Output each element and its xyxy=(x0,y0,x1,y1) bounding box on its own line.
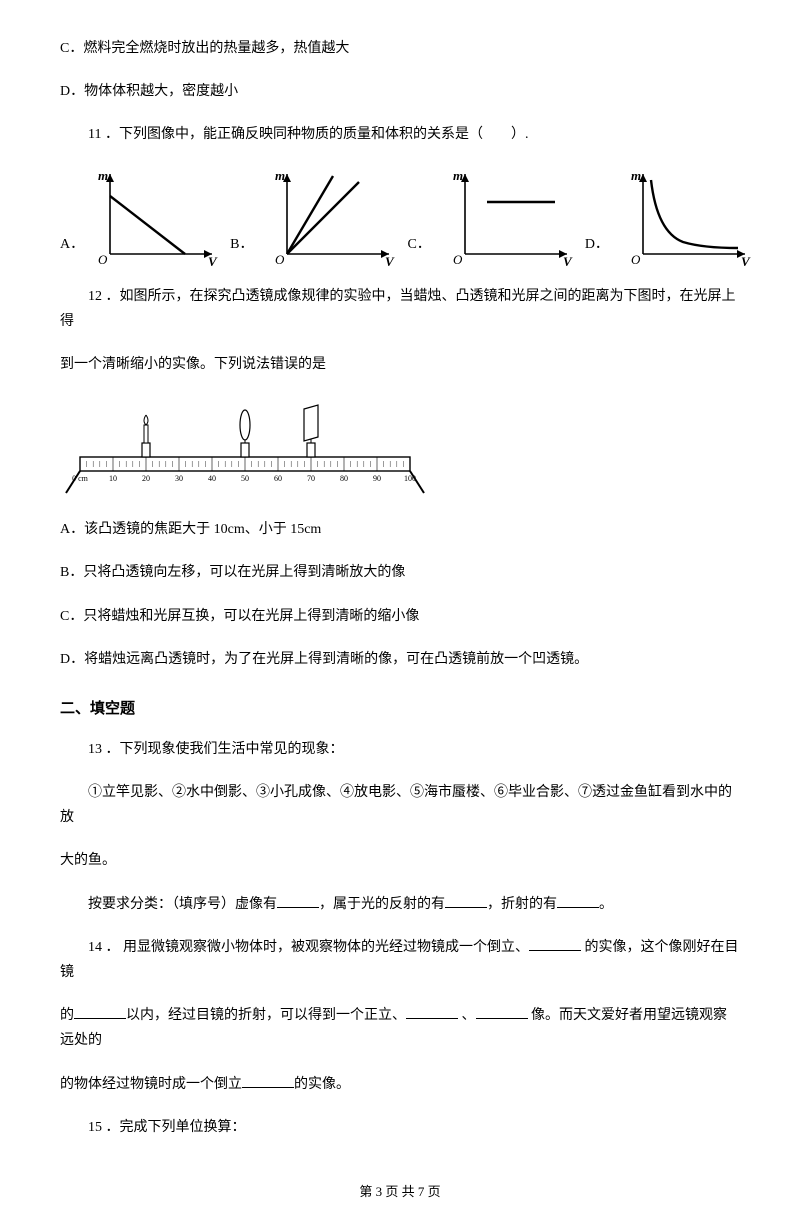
svg-text:V: V xyxy=(208,254,218,266)
q14-t7: 的物体经过物镜时成一个倒立 xyxy=(60,1077,242,1092)
svg-text:O: O xyxy=(453,252,463,266)
q11-label-a: A． xyxy=(60,232,84,257)
svg-text:O: O xyxy=(631,252,641,266)
q14-t3: 的 xyxy=(60,1008,74,1023)
q14-t5: 、 xyxy=(458,1008,476,1023)
q14-blank-1[interactable] xyxy=(529,936,581,951)
svg-text:20: 20 xyxy=(142,474,150,483)
q13-blank-3[interactable] xyxy=(557,893,599,908)
q13-l3a: 按要求分类：（填序号）虚像有 xyxy=(88,897,277,912)
q11-label-b: B． xyxy=(230,232,253,257)
section-2-title: 二、填空题 xyxy=(60,696,740,723)
q13-line2a: ①立竿见影、②水中倒影、③小孔成像、④放电影、⑤海市蜃楼、⑥毕业合影、⑦透过金鱼… xyxy=(60,780,740,830)
q14-line1: 14 ． 用显微镜观察微小物体时，被观察物体的光经过物镜成一个倒立、 的实像，这… xyxy=(60,935,740,985)
svg-text:O: O xyxy=(98,252,108,266)
svg-text:V: V xyxy=(563,254,573,266)
q12-figure: 0 cm 10 20 30 40 50 60 70 80 90 100 xyxy=(60,395,740,495)
footer-a: 第 xyxy=(359,1184,375,1199)
svg-text:80: 80 xyxy=(340,474,348,483)
svg-text:70: 70 xyxy=(307,474,315,483)
q11-graphs: A． m V O B． m V O xyxy=(60,166,740,266)
footer-c: 页 共 xyxy=(382,1184,418,1199)
q12-option-d: D．将蜡烛远离凸透镜时，为了在光屏上得到清晰的像，可在凸透镜前放一个凹透镜。 xyxy=(60,647,740,672)
q14-line3: 的物体经过物镜时成一个倒立 的实像。 xyxy=(60,1072,740,1097)
q14-blank-2[interactable] xyxy=(74,1004,126,1019)
svg-text:O: O xyxy=(275,252,285,266)
q13-l3c: ，折射的有 xyxy=(487,897,557,912)
q10-option-c: C．燃料完全燃烧时放出的热量越多，热值越大 xyxy=(60,36,740,61)
q14-blank-5[interactable] xyxy=(242,1073,294,1088)
svg-text:10: 10 xyxy=(109,474,117,483)
q11-graph-d: m V O xyxy=(623,166,753,266)
q13-line3: 按要求分类：（填序号）虚像有 ，属于光的反射的有 ，折射的有 。 xyxy=(60,892,740,917)
svg-text:m: m xyxy=(275,168,285,183)
svg-text:40: 40 xyxy=(208,474,216,483)
q12-option-b: B．只将凸透镜向左移，可以在光屏上得到清晰放大的像 xyxy=(60,560,740,585)
q13-blank-1[interactable] xyxy=(277,893,319,908)
q14-t4: 以内，经过目镜的折射，可以得到一个正立、 xyxy=(126,1008,406,1023)
svg-text:V: V xyxy=(385,254,395,266)
q12-text-l1: 12 ．如图所示，在探究凸透镜成像规律的实验中，当蜡烛、凸透镜和光屏之间的距离为… xyxy=(60,284,740,334)
svg-text:60: 60 xyxy=(274,474,282,483)
q11-graph-b: m V O xyxy=(267,166,397,266)
svg-text:90: 90 xyxy=(373,474,381,483)
q13-line2b: 大的鱼。 xyxy=(60,848,740,873)
q12-text-l2: 到一个清晰缩小的实像。下列说法错误的是 xyxy=(60,352,740,377)
page-footer: 第 3 页 共 7 页 xyxy=(60,1180,740,1203)
q14-blank-4[interactable] xyxy=(476,1004,528,1019)
footer-e: 页 xyxy=(424,1184,440,1199)
svg-text:V: V xyxy=(741,254,751,266)
q11-label-d: D． xyxy=(585,232,609,257)
svg-text:50: 50 xyxy=(241,474,249,483)
q11-text: 11 ．下列图像中，能正确反映同种物质的质量和体积的关系是（ ）. xyxy=(60,122,740,147)
q11-label-c: C． xyxy=(407,232,430,257)
q14-line2: 的以内，经过目镜的折射，可以得到一个正立、 、 像。而天文爱好者用望远镜观察远处… xyxy=(60,1003,740,1053)
q11-graph-c: m V O xyxy=(445,166,575,266)
svg-text:m: m xyxy=(631,168,641,183)
q12-option-c: C．只将蜡烛和光屏互换，可以在光屏上得到清晰的缩小像 xyxy=(60,604,740,629)
q13-text: 13 ．下列现象使我们生活中常见的现象： xyxy=(60,737,740,762)
svg-text:m: m xyxy=(453,168,463,183)
q15-text: 15 ．完成下列单位换算： xyxy=(60,1115,740,1140)
q11-graph-a: m V O xyxy=(90,166,220,266)
q13-l3d: 。 xyxy=(599,897,613,912)
q14-t8: 的实像。 xyxy=(294,1077,350,1092)
svg-text:30: 30 xyxy=(175,474,183,483)
q14-blank-3[interactable] xyxy=(406,1004,458,1019)
q10-option-d: D．物体体积越大，密度越小 xyxy=(60,79,740,104)
q13-blank-2[interactable] xyxy=(445,893,487,908)
q12-option-a: A．该凸透镜的焦距大于 10cm、小于 15cm xyxy=(60,517,740,542)
q14-t1: 14 ． 用显微镜观察微小物体时，被观察物体的光经过物镜成一个倒立、 xyxy=(88,940,529,955)
svg-text:m: m xyxy=(98,168,108,183)
q13-l3b: ，属于光的反射的有 xyxy=(319,897,445,912)
